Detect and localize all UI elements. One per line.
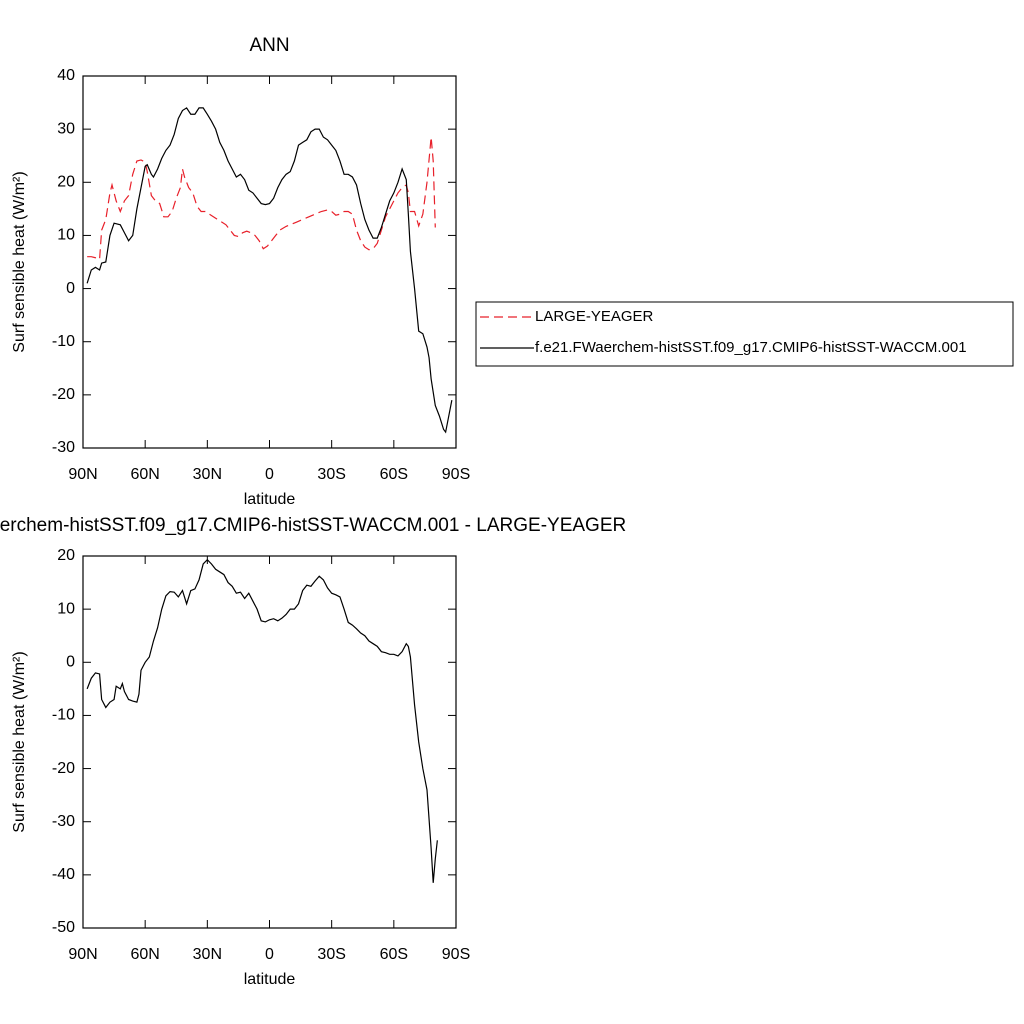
x-tick-label: 60N <box>130 946 159 963</box>
x-axis-label: latitude <box>244 491 296 508</box>
y-axis-label: Surf sensible heat (W/m²) <box>11 651 28 832</box>
legend-box <box>475 301 1014 367</box>
x-tick-label: 60S <box>380 466 408 483</box>
plot-frame <box>82 555 457 929</box>
x-tick-label: 30N <box>193 946 222 963</box>
plot-frame <box>82 75 457 449</box>
y-tick-label: 20 <box>57 547 75 564</box>
y-tick-label: -20 <box>52 760 75 777</box>
x-tick-label: 0 <box>265 466 274 483</box>
y-tick-label: -30 <box>52 813 75 830</box>
x-tick-label: 90N <box>68 946 97 963</box>
y-tick-label: 10 <box>57 600 75 617</box>
x-tick-label: 90S <box>442 946 470 963</box>
data-line <box>87 137 436 261</box>
y-tick-label: -10 <box>52 333 75 350</box>
y-tick-label: -10 <box>52 707 75 724</box>
x-tick-label: 30N <box>193 466 222 483</box>
y-tick-label: 40 <box>57 67 75 84</box>
y-tick-label: 20 <box>57 174 75 191</box>
y-tick-label: -50 <box>52 919 75 936</box>
y-tick-label: 0 <box>66 280 75 297</box>
y-tick-label: -20 <box>52 386 75 403</box>
x-axis-label: latitude <box>244 971 296 988</box>
data-line <box>86 558 438 883</box>
y-axis-label: Surf sensible heat (W/m²) <box>11 171 28 352</box>
data-line <box>86 107 453 434</box>
x-tick-label: 60N <box>130 466 159 483</box>
y-tick-label: 10 <box>57 227 75 244</box>
chart-title: ANN <box>249 35 289 56</box>
x-tick-label: 30S <box>317 946 345 963</box>
y-tick-label: 0 <box>66 654 75 671</box>
y-tick-label: -30 <box>52 439 75 456</box>
y-tick-label: -40 <box>52 866 75 883</box>
chart-title: f.e21.FWaerchem-histSST.f09_g17.CMIP6-hi… <box>0 515 626 536</box>
legend-label: f.e21.FWaerchem-histSST.f09_g17.CMIP6-hi… <box>535 339 967 356</box>
legend-label: LARGE-YEAGER <box>535 308 654 325</box>
x-tick-label: 90S <box>442 466 470 483</box>
x-tick-label: 60S <box>380 946 408 963</box>
x-tick-label: 90N <box>68 466 97 483</box>
y-tick-label: 30 <box>57 120 75 137</box>
x-tick-label: 30S <box>317 466 345 483</box>
x-tick-label: 0 <box>265 946 274 963</box>
